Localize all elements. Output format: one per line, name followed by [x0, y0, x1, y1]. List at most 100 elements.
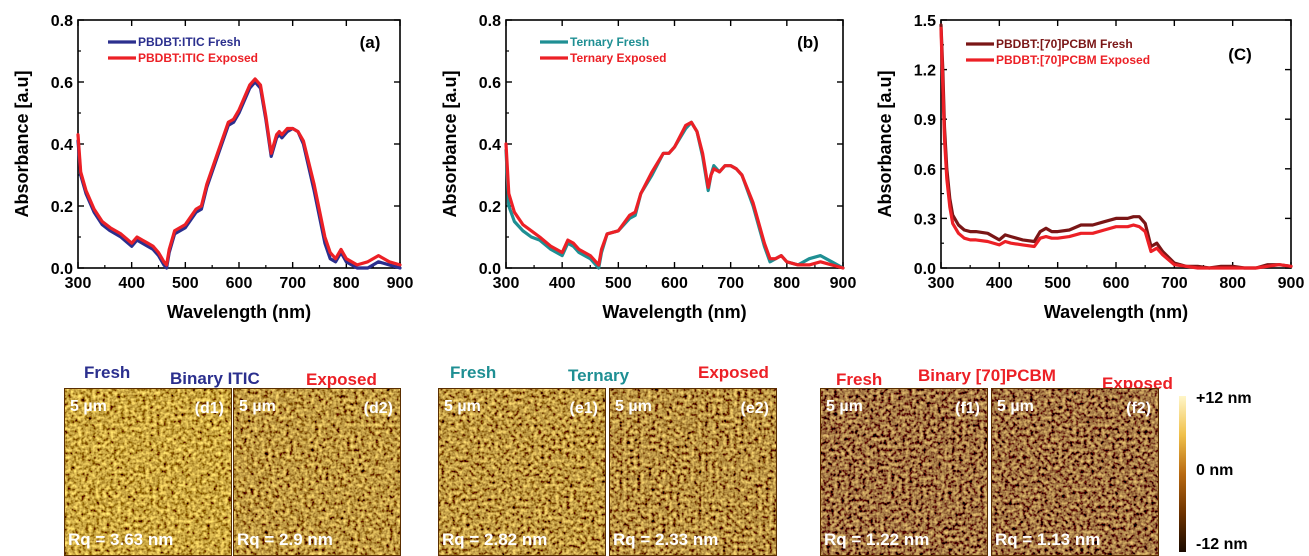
afm-fresh-label-e: Fresh — [450, 363, 497, 382]
x-tick-label: 900 — [830, 275, 857, 292]
afm-texture — [820, 388, 988, 556]
y-tick-label: 0.0 — [51, 261, 73, 278]
panel-label: (C) — [1228, 45, 1252, 64]
afm-rq-label: Rq = 1.22 nm — [824, 530, 930, 549]
series-line-1 — [939, 26, 1293, 270]
y-tick-label: 0.3 — [914, 211, 936, 228]
panel-label: (b) — [797, 33, 819, 52]
x-tick-label: 600 — [1103, 275, 1130, 292]
x-tick-label: 800 — [1219, 275, 1246, 292]
y-tick-label: 0.4 — [479, 137, 501, 154]
scale-bottom-label: -12 nm — [1196, 536, 1248, 553]
x-tick-label: 500 — [1044, 275, 1071, 292]
afm-texture — [609, 388, 777, 556]
afm-title-binary-itic: Binary ITIC — [170, 369, 260, 388]
x-tick-label: 500 — [605, 275, 632, 292]
y-axis-label: Absorbance [a.u] — [440, 70, 460, 217]
chart-panel-1: 300 400 500 600 700 800 900 0.0 0.2 0.4 0.6 0.8 Wave… — [440, 13, 856, 322]
x-tick-label: 700 — [1161, 275, 1188, 292]
x-tick-label: 900 — [387, 275, 414, 292]
legend-label: Ternary Fresh — [570, 35, 649, 49]
chart-panel-0: 300 400 500 600 700 800 900 0.0 0.2 0.4 0.6 0.8 Wave… — [12, 13, 413, 322]
afm-image-3: 5 µm (e2) Rq = 2.33 nm — [609, 388, 777, 556]
legend-label: Ternary Exposed — [570, 51, 666, 65]
y-tick-label: 1.5 — [914, 13, 936, 30]
y-tick-label: 0.9 — [914, 112, 936, 129]
x-axis-label: Wavelength (nm) — [167, 302, 311, 322]
x-axis-label: Wavelength (nm) — [1044, 302, 1188, 322]
height-color-bar — [1179, 396, 1186, 552]
y-tick-label: 0.4 — [51, 137, 73, 154]
afm-title-ternary: Ternary — [568, 366, 630, 385]
afm-exposed-label-e: Exposed — [698, 363, 769, 382]
afm-rq-label: Rq = 2.82 nm — [442, 530, 548, 549]
x-tick-label: 500 — [172, 275, 199, 292]
afm-image-5: 5 µm (f2) Rq = 1.13 nm — [991, 388, 1159, 556]
afm-image-2: 5 µm (e1) Rq = 2.82 nm — [438, 388, 606, 556]
series-line-1 — [76, 77, 402, 267]
series-line-1 — [504, 120, 845, 270]
absorbance-charts: 300 400 500 600 700 800 900 0.0 0.2 0.4 0.6 0.8 Wave… — [12, 13, 1304, 322]
y-tick-label: 1.2 — [914, 63, 936, 80]
afm-image-id: (d1) — [194, 400, 224, 417]
y-axis-label: Absorbance [a.u] — [12, 70, 32, 217]
afm-image-id: (d2) — [363, 400, 393, 417]
afm-image-id: (e2) — [740, 400, 769, 417]
x-axis-label: Wavelength (nm) — [602, 302, 746, 322]
x-tick-label: 600 — [661, 275, 688, 292]
afm-texture — [233, 388, 401, 556]
scale-mid-label: 0 nm — [1196, 462, 1234, 479]
panel-label: (a) — [360, 33, 381, 52]
y-tick-label: 0.6 — [51, 75, 73, 92]
afm-rq-label: Rq = 2.33 nm — [613, 530, 719, 549]
legend-label: PBDBT:[70]PCBM Exposed — [996, 53, 1150, 67]
x-tick-label: 400 — [549, 275, 576, 292]
afm-rq-label: Rq = 3.63 nm — [68, 530, 174, 549]
x-tick-label: 900 — [1278, 275, 1305, 292]
afm-image-id: (f1) — [955, 400, 980, 417]
y-axis-label: Absorbance [a.u] — [875, 70, 895, 217]
legend-label: PBDBT:ITIC Exposed — [138, 51, 258, 65]
x-tick-label: 400 — [986, 275, 1013, 292]
y-tick-label: 0.8 — [479, 13, 501, 30]
afm-texture — [64, 388, 232, 556]
x-tick-label: 600 — [226, 275, 253, 292]
x-tick-label: 800 — [773, 275, 800, 292]
afm-scale-label: 5 µm — [444, 398, 481, 415]
afm-scale-label: 5 µm — [70, 398, 107, 415]
legend-label: PBDBT:[70]PCBM Fresh — [996, 37, 1133, 51]
x-tick-label: 400 — [118, 275, 145, 292]
y-tick-label: 0.8 — [51, 13, 73, 30]
afm-scale-label: 5 µm — [826, 398, 863, 415]
afm-image-4: 5 µm (f1) Rq = 1.22 nm — [820, 388, 988, 556]
afm-exposed-label-d: Exposed — [306, 370, 377, 389]
y-tick-label: 0.6 — [914, 162, 936, 179]
y-tick-label: 0.2 — [51, 199, 73, 216]
x-tick-label: 300 — [65, 275, 92, 292]
afm-texture — [438, 388, 606, 556]
afm-title-binary-pcbm: Binary [70]PCBM — [918, 366, 1056, 385]
y-tick-label: 0.6 — [479, 75, 501, 92]
y-tick-label: 0.0 — [479, 261, 501, 278]
chart-panel-2: 300 400 500 600 700 800 900 0.0 0.3 0.6 0.9 1.2 1.5 W… — [875, 13, 1304, 322]
afm-scale-label: 5 µm — [615, 398, 652, 415]
y-tick-label: 0.0 — [914, 261, 936, 278]
afm-image-id: (e1) — [569, 400, 598, 417]
afm-image-id: (f2) — [1126, 400, 1151, 417]
afm-image-1: 5 µm (d2) Rq = 2.9 nm — [233, 388, 401, 556]
afm-scale-label: 5 µm — [239, 398, 276, 415]
afm-fresh-label-d: Fresh — [84, 363, 131, 382]
afm-scale-label: 5 µm — [997, 398, 1034, 415]
x-tick-label: 300 — [928, 275, 955, 292]
scale-top-label: +12 nm — [1196, 390, 1252, 407]
afm-fresh-label-f: Fresh — [836, 370, 883, 389]
afm-texture — [991, 388, 1159, 556]
afm-rq-label: Rq = 2.9 nm — [237, 530, 333, 549]
x-tick-label: 800 — [333, 275, 360, 292]
y-tick-label: 0.2 — [479, 199, 501, 216]
afm-image-0: 5 µm (d1) Rq = 3.63 nm — [64, 388, 232, 556]
x-tick-label: 300 — [493, 275, 520, 292]
legend-label: PBDBT:ITIC Fresh — [138, 35, 241, 49]
x-tick-label: 700 — [279, 275, 306, 292]
afm-rq-label: Rq = 1.13 nm — [995, 530, 1101, 549]
